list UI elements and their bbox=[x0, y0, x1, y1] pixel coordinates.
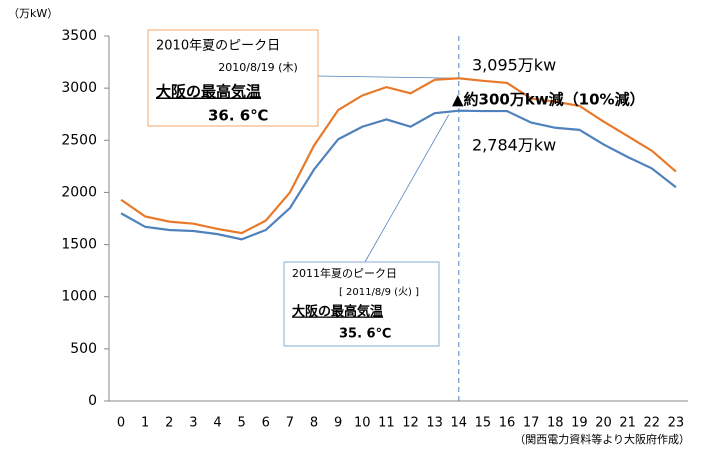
y-unit: （万kW） bbox=[8, 7, 58, 20]
annotation-text: 2010年夏のピーク日 bbox=[156, 39, 280, 54]
y-tick-label: 0 bbox=[88, 393, 97, 409]
x-tick-label: 5 bbox=[238, 416, 246, 431]
annotation-text: 35. 6℃ bbox=[339, 327, 391, 342]
x-tick-label: 9 bbox=[334, 416, 342, 431]
y-tick-label: 500 bbox=[70, 341, 97, 357]
annotation-box bbox=[147, 29, 319, 127]
source: （関西電力資料等より大阪府作成） bbox=[514, 432, 690, 446]
annotation-text: 大阪の最高気温 bbox=[156, 83, 261, 101]
annotation-text: 2011年夏のピーク日 bbox=[292, 266, 397, 280]
x-tick-label: 3 bbox=[189, 416, 197, 431]
x-tick-label: 10 bbox=[354, 416, 371, 431]
connector bbox=[317, 75, 459, 79]
x-tick-label: 21 bbox=[619, 416, 636, 431]
x-tick-label: 18 bbox=[547, 416, 564, 431]
series-line bbox=[120, 77, 677, 235]
value-label: 2,784万kw bbox=[472, 136, 556, 155]
x-tick-label: 15 bbox=[475, 416, 492, 431]
y-tick-label: 2500 bbox=[61, 132, 97, 148]
x-tick-label: 19 bbox=[571, 416, 588, 431]
annotation-box bbox=[283, 261, 440, 347]
annotation-text: 2010/8/19 (木) bbox=[218, 61, 297, 74]
value-label: 3,095万kw bbox=[472, 56, 556, 75]
x-tick-label: 2 bbox=[165, 416, 173, 431]
x-tick-label: 17 bbox=[523, 416, 540, 431]
x-tick-label: 11 bbox=[378, 416, 395, 431]
series-line bbox=[120, 109, 677, 241]
annotation-text: 大阪の最高気温 bbox=[292, 304, 383, 320]
y-tick-label: 1000 bbox=[61, 289, 97, 305]
x-tick-label: 0 bbox=[117, 416, 125, 431]
annotation-text: [ 2011/8/9 (火) ] bbox=[339, 286, 419, 298]
y-tick-label: 1500 bbox=[61, 237, 97, 253]
x-tick-label: 22 bbox=[644, 416, 661, 431]
x-tick-label: 4 bbox=[213, 416, 221, 431]
x-tick-label: 13 bbox=[426, 416, 443, 431]
x-tick-label: 1 bbox=[141, 416, 149, 431]
annotation-text: 36. 6℃ bbox=[208, 107, 268, 125]
y-tick-label: 3000 bbox=[61, 80, 97, 96]
y-tick-label: 2000 bbox=[61, 184, 97, 200]
diff-label: ▲約300万kw減（10%減） bbox=[452, 91, 645, 109]
y-tick-label: 3500 bbox=[61, 28, 97, 44]
x-tick-label: 6 bbox=[262, 416, 270, 431]
x-tick-label: 14 bbox=[451, 416, 468, 431]
x-tick-label: 23 bbox=[668, 416, 685, 431]
x-tick-label: 16 bbox=[499, 416, 516, 431]
x-tick-label: 7 bbox=[286, 416, 294, 431]
connector bbox=[364, 114, 450, 263]
x-tick-label: 20 bbox=[595, 416, 612, 431]
x-tick-label: 8 bbox=[310, 416, 318, 431]
x-tick-label: 12 bbox=[402, 416, 419, 431]
